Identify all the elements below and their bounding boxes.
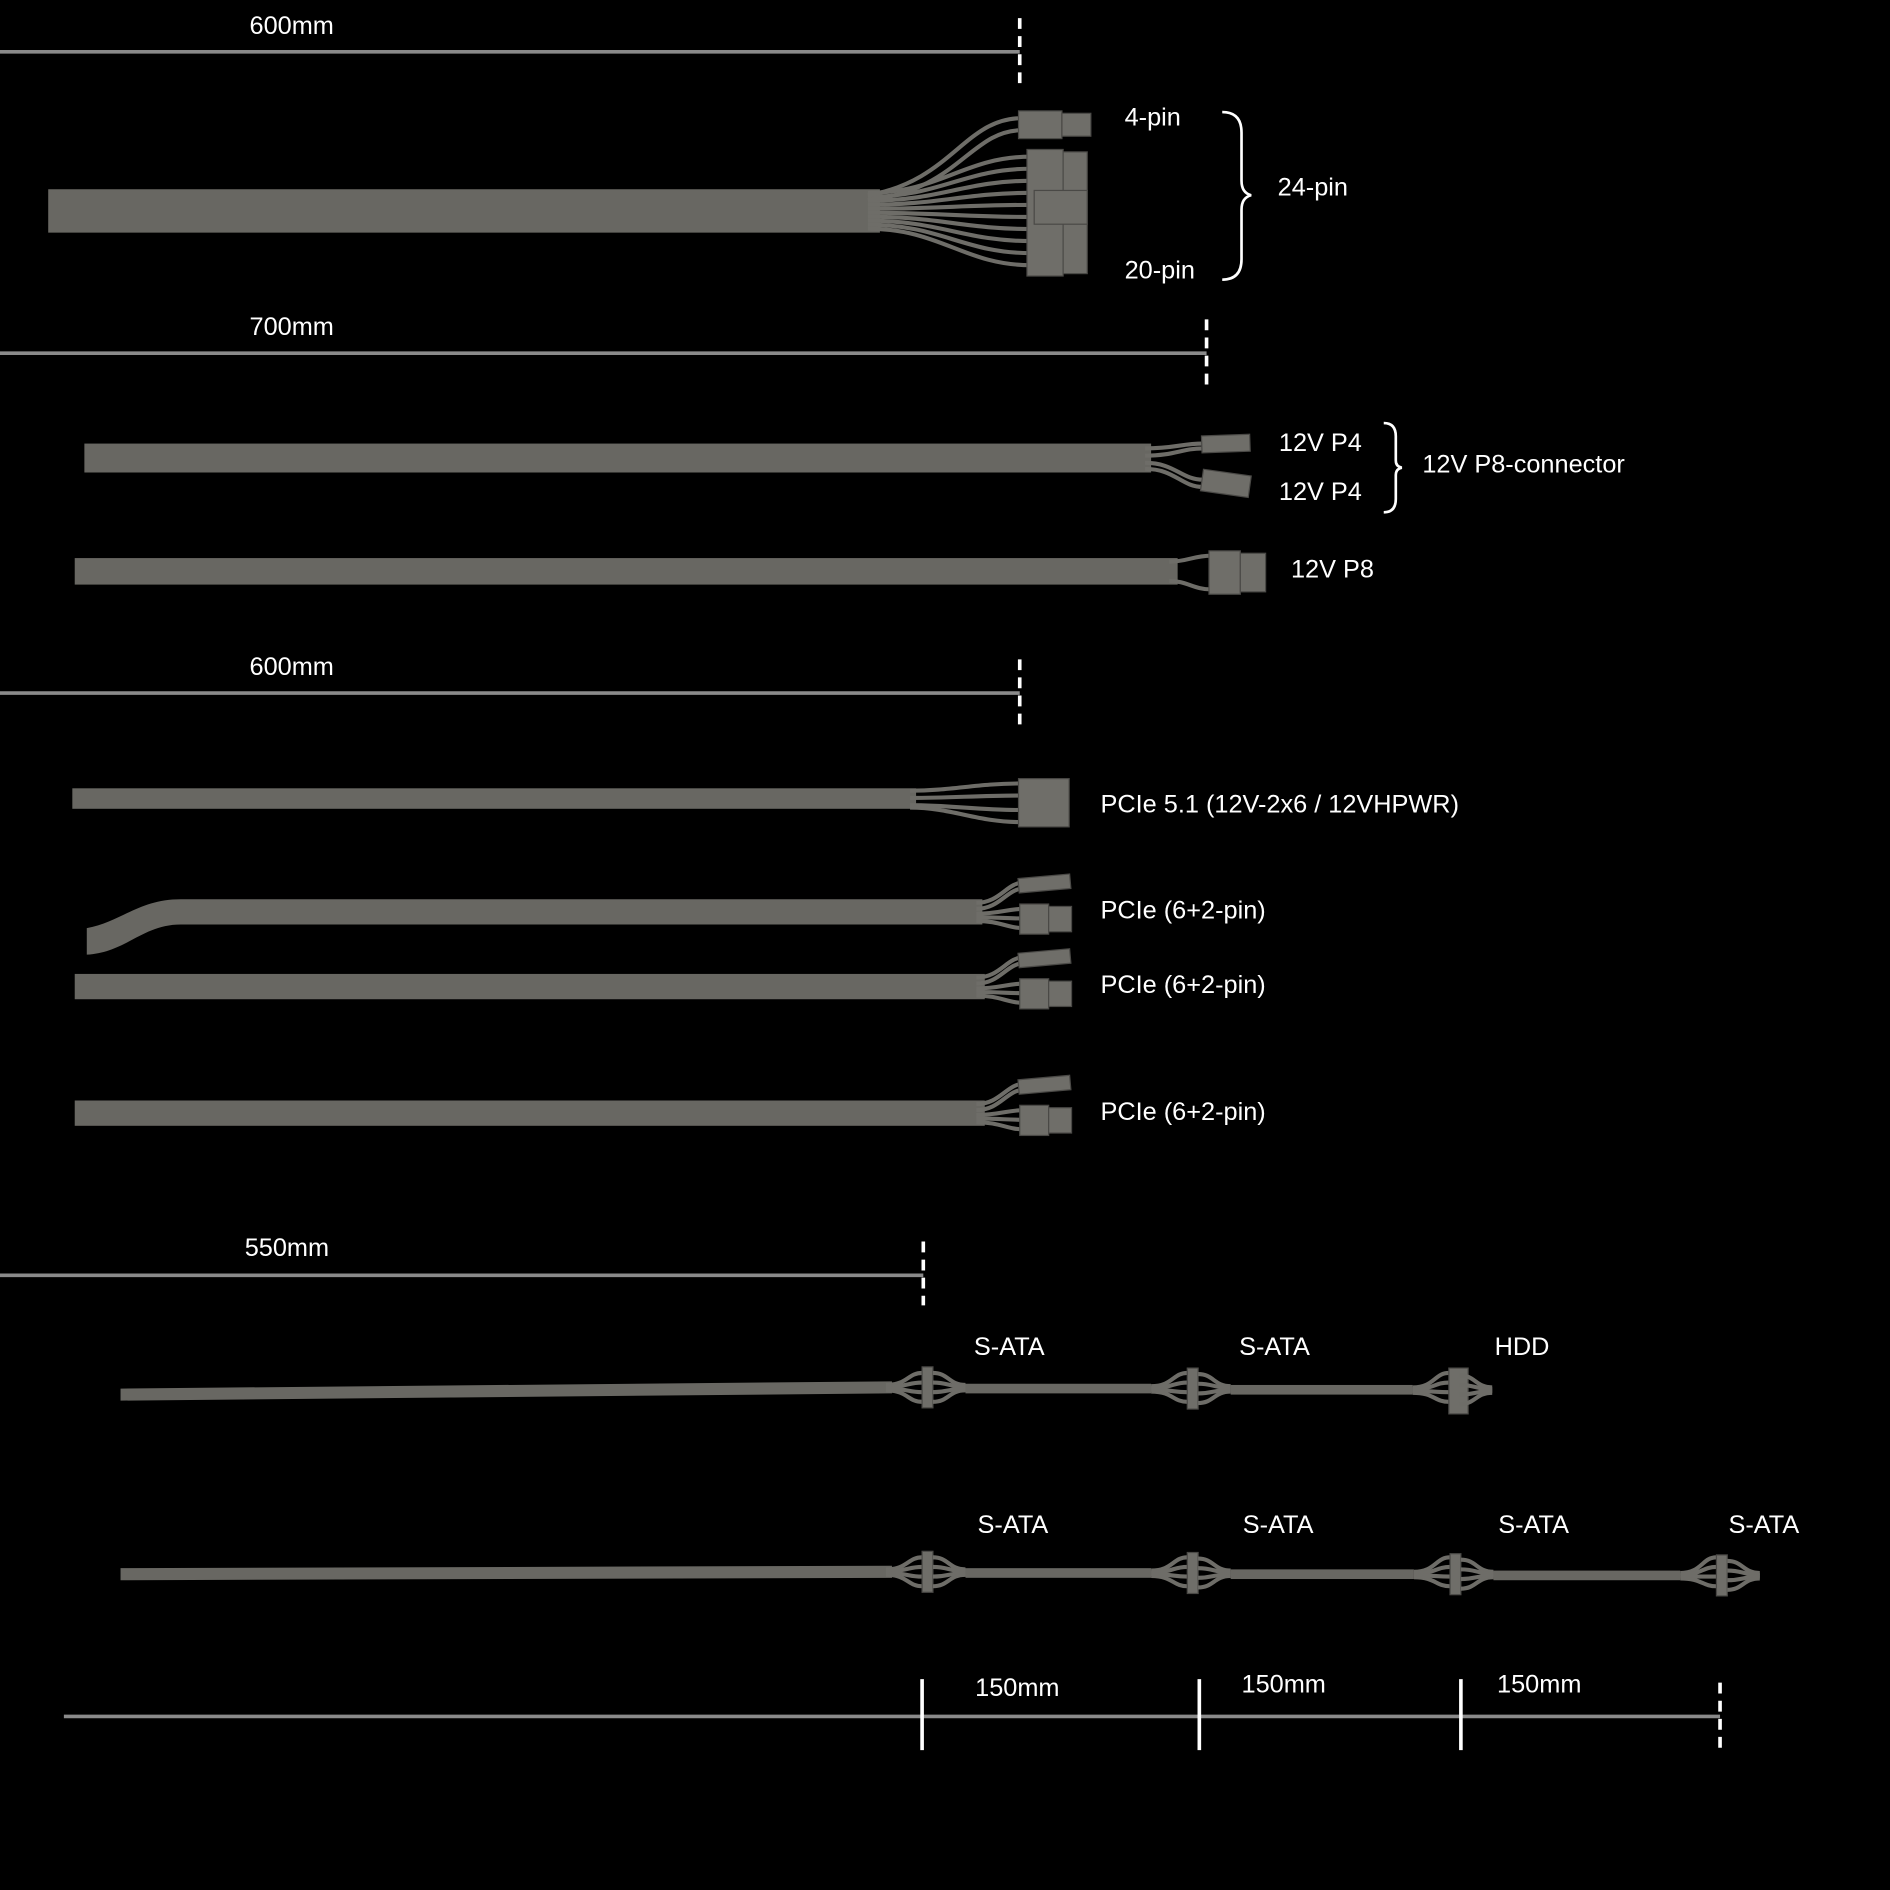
pcie-6plus2-cable: PCIe (6+2-pin) — [74, 948, 1266, 1010]
pcie5-cable: PCIe 5.1 (12V-2x6 / 12VHPWR) — [72, 778, 1459, 828]
connector-4pin — [1017, 110, 1063, 140]
cpu-p8-cable: 12V P8 — [74, 550, 1374, 595]
sata-connector — [1715, 1554, 1728, 1597]
dimension-label: 600mm — [250, 653, 334, 681]
label-sata: S-ATA — [974, 1333, 1045, 1361]
label-20pin: 20-pin — [1125, 256, 1195, 284]
segment-label: 150mm — [1497, 1670, 1581, 1698]
sata-connector — [1186, 1551, 1199, 1595]
label-sata: S-ATA — [1498, 1511, 1569, 1539]
label-pcie-6plus2: PCIe (6+2-pin) — [1100, 896, 1265, 924]
label-12v-p4: 12V P4 — [1279, 429, 1362, 457]
brace-icon — [1383, 421, 1403, 514]
atx-24pin-cable: 4-pin 20-pin 24-pin — [48, 103, 1348, 284]
label-pcie-6plus2: PCIe (6+2-pin) — [1100, 971, 1265, 999]
label-12v-p4: 12V P4 — [1279, 478, 1362, 506]
dimension-atx: 600mm — [0, 12, 1022, 85]
dimension-cpu: 700mm — [0, 313, 1209, 386]
label-pcie5: PCIe 5.1 (12V-2x6 / 12VHPWR) — [1100, 790, 1459, 818]
label-sata: S-ATA — [1243, 1511, 1314, 1539]
label-24pin: 24-pin — [1278, 173, 1348, 201]
sata-cable: S-ATA S-ATA S-ATA S-ATA — [120, 1511, 1799, 1597]
pcie-6plus2-cable: PCIe (6+2-pin) — [74, 1074, 1266, 1137]
label-sata: HDD — [1495, 1333, 1550, 1361]
label-12v-p8: 12V P8 — [1291, 555, 1374, 583]
pcie-6plus2-cable: PCIe (6+2-pin) — [86, 873, 1266, 955]
label-sata: S-ATA — [1728, 1511, 1799, 1539]
sata-connector — [1186, 1367, 1199, 1410]
label-4pin: 4-pin — [1125, 103, 1181, 131]
dimension-sata-segments: 150mm 150mm 150mm — [63, 1670, 1722, 1751]
dimension-label: 600mm — [250, 12, 334, 40]
segment-label: 150mm — [1242, 1670, 1326, 1698]
label-12v-p8-connector: 12V P8-connector — [1422, 451, 1625, 479]
cable-bundle — [48, 189, 880, 233]
dimension-sata: 550mm — [0, 1234, 926, 1306]
cpu-p4-cable: 12V P4 12V P4 12V P8-connector — [84, 421, 1625, 514]
sata-connector — [921, 1366, 934, 1409]
sata-connector — [1449, 1553, 1462, 1596]
label-pcie-6plus2: PCIe (6+2-pin) — [1100, 1098, 1265, 1126]
sata-cable: S-ATA S-ATA HDD — [120, 1333, 1550, 1415]
dimension-pcie: 600mm — [0, 653, 1022, 726]
segment-label: 150mm — [975, 1674, 1059, 1702]
brace-icon — [1222, 110, 1252, 281]
label-sata: S-ATA — [1239, 1333, 1310, 1361]
dimension-label: 700mm — [250, 313, 334, 341]
sata-connector — [921, 1550, 934, 1593]
dimension-label: 550mm — [245, 1234, 329, 1262]
label-sata: S-ATA — [978, 1511, 1049, 1539]
